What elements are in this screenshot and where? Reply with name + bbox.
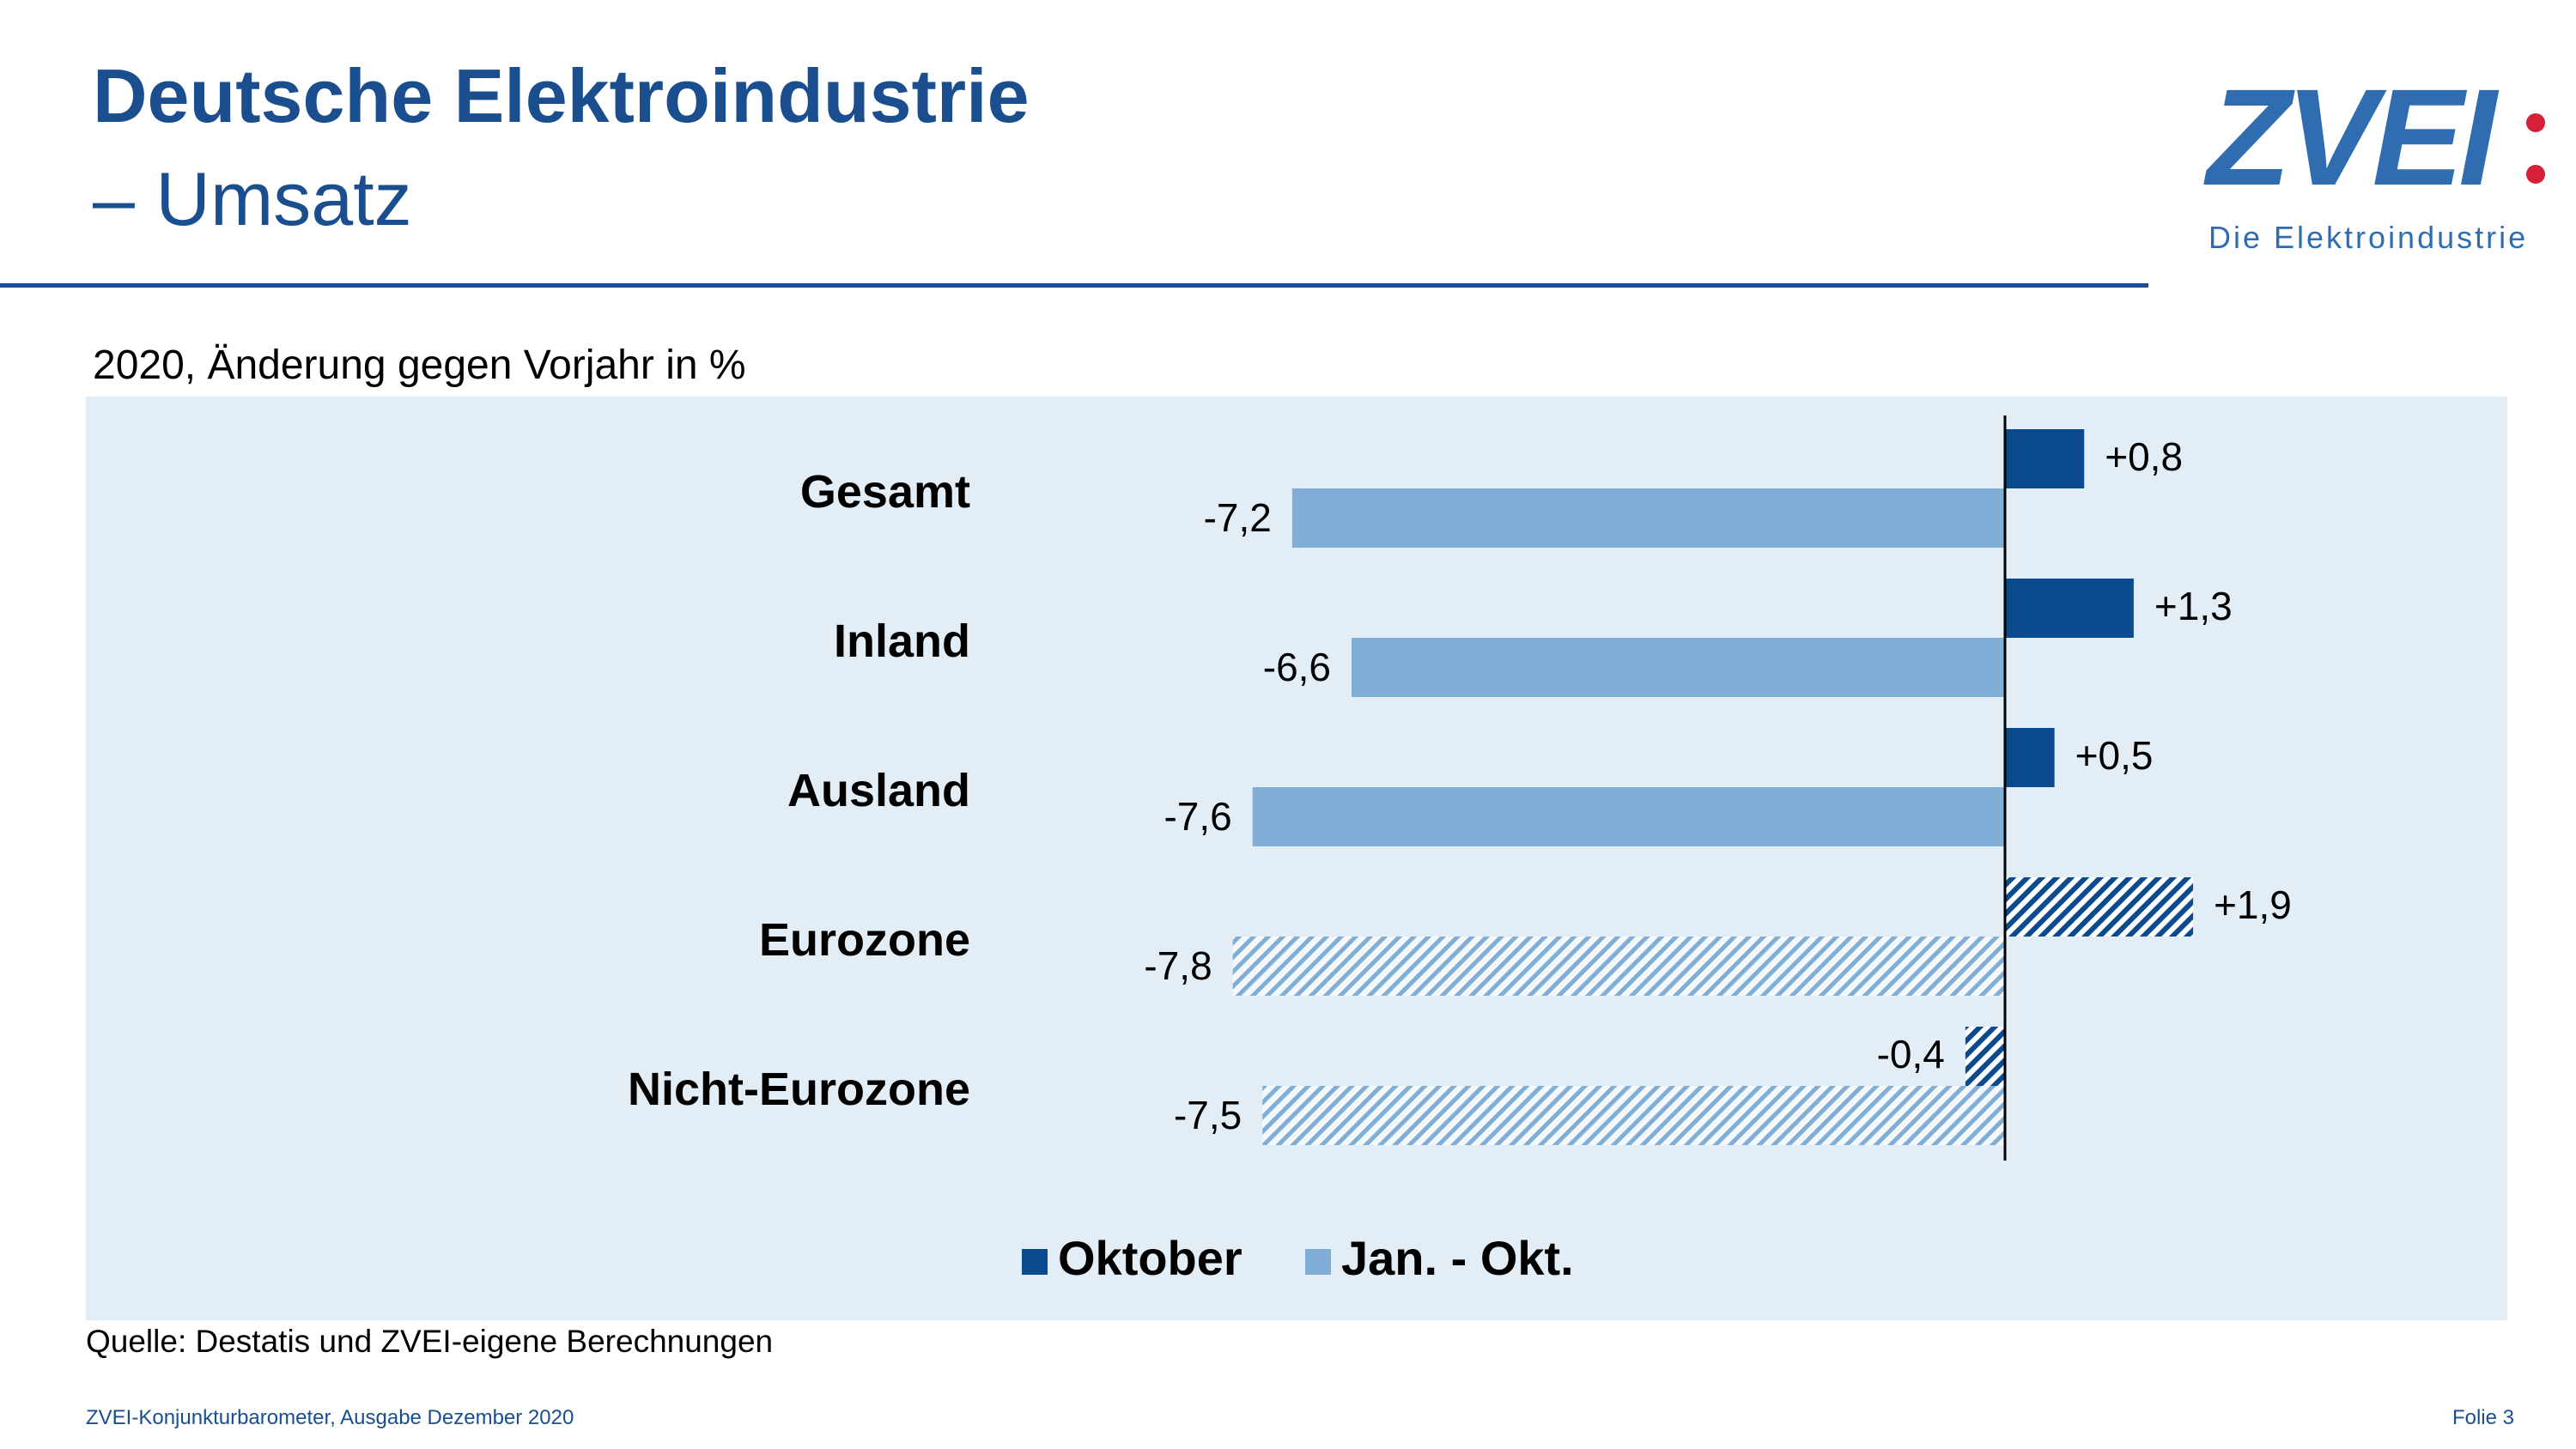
- page-subtitle: – Umsatz: [93, 156, 412, 241]
- page-number: Folie 3: [2451, 1406, 2514, 1429]
- data-label-jan-okt-ausland: -7,6: [1163, 794, 1231, 839]
- page-title: Deutsche Elektroindustrie: [93, 53, 1030, 138]
- logo-dot-bottom: [2526, 165, 2545, 184]
- legend-swatch-jan-okt: [1305, 1249, 1331, 1275]
- data-label-oktober-ausland: +0,5: [2075, 733, 2154, 778]
- bar-oktober-ausland: [2005, 728, 2055, 787]
- legend-swatch-oktober: [1022, 1249, 1048, 1275]
- data-label-oktober-eurozone: +1,9: [2214, 882, 2292, 927]
- bar-jan-okt-inland: [1352, 638, 2005, 697]
- footer-text: ZVEI-Konjunkturbarometer, Ausgabe Dezemb…: [86, 1406, 574, 1429]
- bar-oktober-eurozone: [2005, 877, 2194, 937]
- data-label-jan-okt-inland: -6,6: [1263, 645, 1331, 689]
- chart-subtitle: 2020, Änderung gegen Vorjahr in %: [93, 343, 746, 388]
- logo-wordmark: ZVEI: [2207, 60, 2497, 214]
- data-label-oktober-gesamt: +0,8: [2105, 434, 2183, 479]
- data-label-jan-okt-eurozone: -7,8: [1144, 943, 1212, 988]
- bar-jan-okt-nicht-eurozone: [1262, 1086, 2005, 1145]
- category-label-gesamt: Gesamt: [800, 466, 970, 518]
- category-label-inland: Inland: [834, 615, 970, 667]
- category-label-eurozone: Eurozone: [759, 914, 970, 966]
- data-label-oktober-inland: +1,3: [2154, 584, 2233, 628]
- header-divider: [0, 283, 2148, 288]
- bar-jan-okt-ausland: [1252, 787, 2005, 846]
- data-label-jan-okt-gesamt: -7,2: [1204, 495, 1272, 540]
- bar-jan-okt-eurozone: [1232, 937, 2005, 996]
- bar-oktober-inland: [2005, 579, 2134, 638]
- source-note: Quelle: Destatis und ZVEI-eigene Berechn…: [86, 1324, 774, 1359]
- legend-label-oktober: Oktober: [1058, 1231, 1242, 1285]
- category-label-nicht-eurozone: Nicht-Eurozone: [628, 1064, 970, 1115]
- data-label-oktober-nicht-eurozone: -0,4: [1877, 1032, 1945, 1076]
- bar-oktober-gesamt: [2005, 429, 2085, 488]
- zvei-logo: ZVEI Die Elektroindustrie: [2207, 69, 2550, 258]
- chart-panel: Gesamt +0,8 -7,2 Inland +1,3 -6,6 Ausland +0,5 -…: [86, 397, 2507, 1320]
- bar-jan-okt-gesamt: [1291, 488, 2005, 548]
- bar-oktober-nicht-eurozone: [1965, 1027, 2005, 1086]
- logo-dot-top: [2526, 113, 2545, 132]
- category-label-ausland: Ausland: [787, 765, 970, 816]
- data-label-jan-okt-nicht-eurozone: -7,5: [1174, 1093, 1242, 1137]
- legend-label-jan-okt: Jan. - Okt.: [1341, 1231, 1574, 1285]
- bar-chart: Gesamt +0,8 -7,2 Inland +1,3 -6,6 Ausland +0,5 -…: [628, 415, 2292, 1285]
- logo-tagline: Die Elektroindustrie: [2208, 220, 2529, 255]
